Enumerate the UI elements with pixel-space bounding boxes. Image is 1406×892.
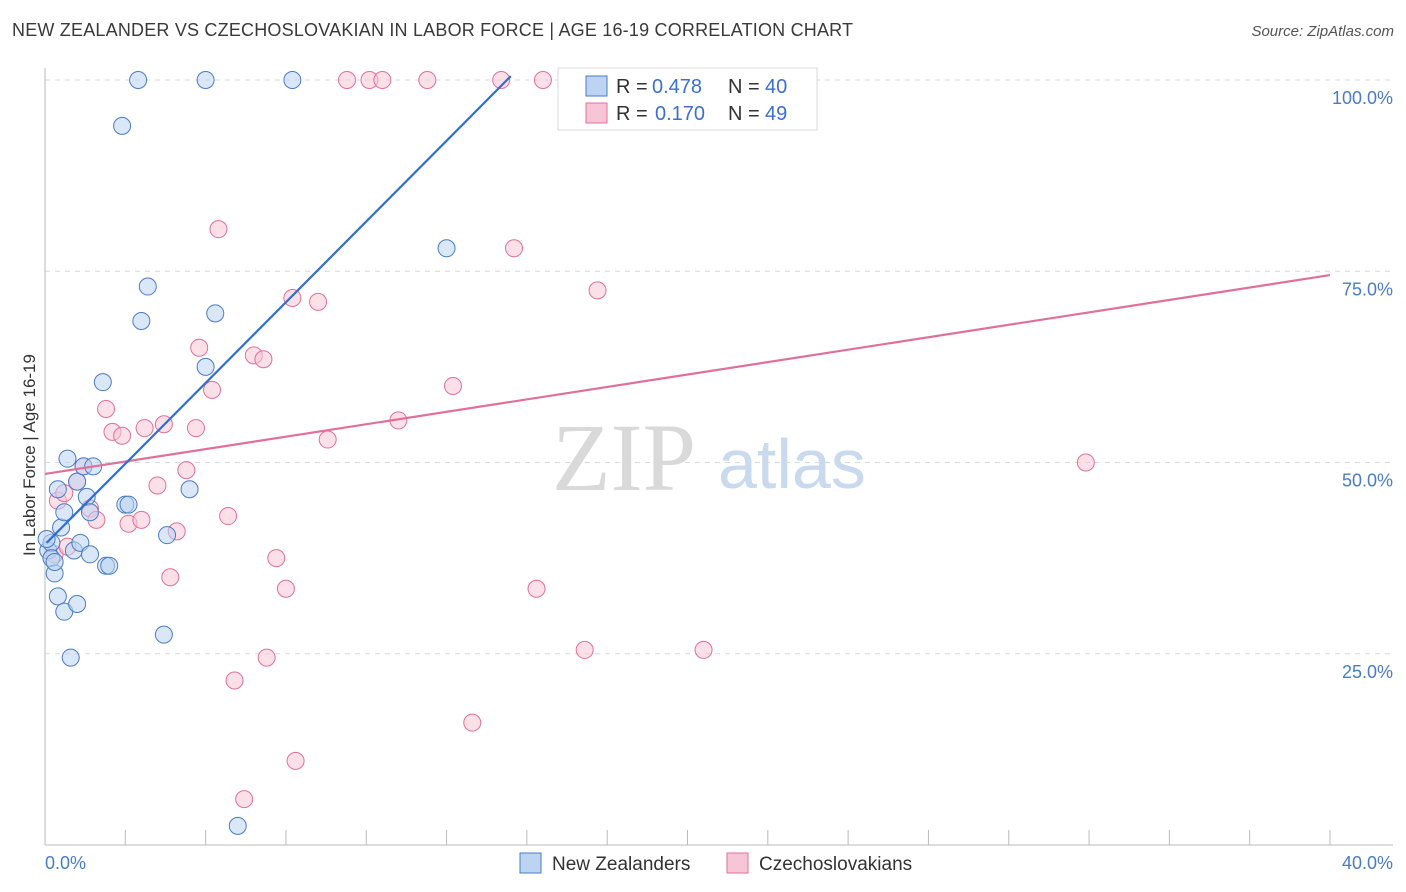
- czechoslovakians-point: [254, 350, 273, 369]
- watermark-atlas: atlas: [718, 425, 866, 503]
- new-zealanders-point: [196, 71, 215, 89]
- czechoslovakians-trend-line: [44, 273, 1331, 476]
- new-zealanders-point: [180, 480, 199, 499]
- czechoslovakians-point: [575, 640, 594, 659]
- legend-n-label-1: N =: [728, 76, 760, 98]
- legend-n-value-2: 49: [765, 103, 787, 125]
- x-tick-label: 0.0%: [45, 853, 86, 873]
- czechoslovakians-point: [190, 338, 209, 357]
- y-axis-title: In Labor Force | Age 16-19: [20, 354, 39, 556]
- legend-swatch-pink: [585, 102, 608, 124]
- y-axis-tick-labels: 25.0% 50.0% 75.0% 100.0%: [1332, 88, 1393, 682]
- new-zealanders-point: [68, 595, 87, 614]
- series-legend-swatch-pink: [726, 852, 749, 874]
- czechoslovakians-point: [286, 751, 305, 770]
- correlation-legend: R = 0.478 N = 40 R = 0.170 N = 49: [557, 67, 818, 131]
- czechoslovakians-point: [97, 399, 116, 418]
- new-zealanders-point: [283, 71, 302, 89]
- new-zealanders-point: [132, 311, 151, 330]
- legend-r-label-2: R =: [616, 103, 648, 125]
- czechoslovakians-point: [309, 292, 328, 311]
- new-zealanders-point: [158, 526, 177, 545]
- series-legend-swatch-blue: [519, 852, 542, 874]
- czechoslovakians-point: [148, 476, 167, 495]
- czechoslovakians-point: [203, 380, 222, 399]
- new-zealanders-point: [100, 556, 119, 575]
- czechoslovakians-point: [373, 71, 392, 89]
- czechoslovakians-point: [463, 713, 482, 732]
- new-zealanders-point: [71, 533, 90, 552]
- new-zealanders-point: [119, 495, 138, 514]
- y-tick-label: 100.0%: [1332, 88, 1393, 108]
- legend-n-value-1: 40: [765, 76, 787, 98]
- x-axis-tick-labels: 0.0% 40.0%: [45, 853, 1393, 873]
- legend-swatch-blue: [585, 75, 608, 97]
- new-zealanders-point: [129, 71, 148, 89]
- czechoslovakians-point: [132, 510, 151, 529]
- czechoslovakians-point: [443, 377, 462, 395]
- czechoslovakians-point: [337, 71, 356, 89]
- czechoslovakians-point: [283, 289, 302, 308]
- new-zealanders-points: [37, 71, 456, 835]
- czechoslovakians-point: [505, 239, 524, 258]
- new-zealanders-point: [196, 357, 215, 376]
- watermark: ZIP atlas: [552, 404, 866, 511]
- czechoslovakians-point: [186, 419, 205, 438]
- czechoslovakians-point: [318, 430, 337, 449]
- chart-title: NEW ZEALANDER VS CZECHOSLOVAKIAN IN LABO…: [12, 20, 854, 40]
- czechoslovakians-point: [257, 648, 276, 667]
- legend-r-value-2: 0.170: [655, 103, 705, 125]
- new-zealanders-point: [138, 277, 157, 296]
- czechoslovakians-point: [161, 568, 180, 587]
- czechoslovakians-point: [235, 790, 254, 809]
- new-zealanders-point: [93, 373, 112, 392]
- czechoslovakians-point: [418, 71, 437, 89]
- new-zealanders-trend-line: [45, 75, 512, 544]
- new-zealanders-point: [206, 304, 225, 323]
- czechoslovakians-point: [267, 549, 286, 568]
- grid-lines: [45, 79, 1393, 655]
- czechoslovakians-point: [177, 461, 196, 480]
- new-zealanders-point: [48, 587, 67, 606]
- legend-n-label-2: N =: [728, 103, 760, 125]
- czechoslovakians-point: [276, 579, 295, 598]
- y-tick-label: 25.0%: [1342, 662, 1393, 682]
- czechoslovakians-point: [135, 419, 154, 438]
- new-zealanders-point: [68, 472, 87, 491]
- series-legend-label-pink: Czechoslovakians: [759, 854, 912, 875]
- watermark-zip: ZIP: [552, 404, 696, 511]
- new-zealanders-point: [113, 116, 132, 135]
- czechoslovakians-point: [225, 671, 244, 690]
- czechoslovakians-point: [219, 507, 238, 526]
- source-credit: Source: ZipAtlas.com: [1251, 23, 1394, 40]
- czechoslovakians-point: [209, 220, 228, 239]
- new-zealanders-point: [48, 480, 67, 499]
- new-zealanders-point: [61, 648, 80, 667]
- new-zealanders-point: [80, 503, 99, 522]
- new-zealanders-point: [37, 530, 56, 548]
- czechoslovakians-point: [492, 71, 511, 89]
- y-tick-label: 75.0%: [1342, 279, 1393, 299]
- x-tick-label: 40.0%: [1342, 853, 1393, 873]
- czechoslovakians-point: [1076, 453, 1095, 472]
- new-zealanders-point: [437, 239, 456, 258]
- series-legend-label-blue: New Zealanders: [552, 854, 690, 875]
- new-zealanders-point: [80, 545, 99, 564]
- y-tick-label: 50.0%: [1342, 471, 1393, 491]
- new-zealanders-point: [154, 625, 173, 644]
- series-legend: New Zealanders Czechoslovakians: [519, 852, 912, 875]
- czechoslovakians-point: [694, 640, 713, 659]
- legend-r-value-1: 0.478: [652, 76, 702, 98]
- new-zealanders-point: [58, 449, 77, 468]
- new-zealanders-point: [228, 816, 247, 835]
- czechoslovakians-point: [527, 579, 546, 598]
- x-axis-ticks: [124, 830, 1331, 845]
- czechoslovakians-point: [113, 426, 132, 445]
- new-zealanders-point: [45, 552, 64, 571]
- legend-r-label-1: R =: [616, 76, 648, 98]
- czechoslovakians-point: [588, 281, 607, 300]
- new-zealanders-point: [55, 503, 74, 522]
- czechoslovakians-point: [533, 71, 552, 89]
